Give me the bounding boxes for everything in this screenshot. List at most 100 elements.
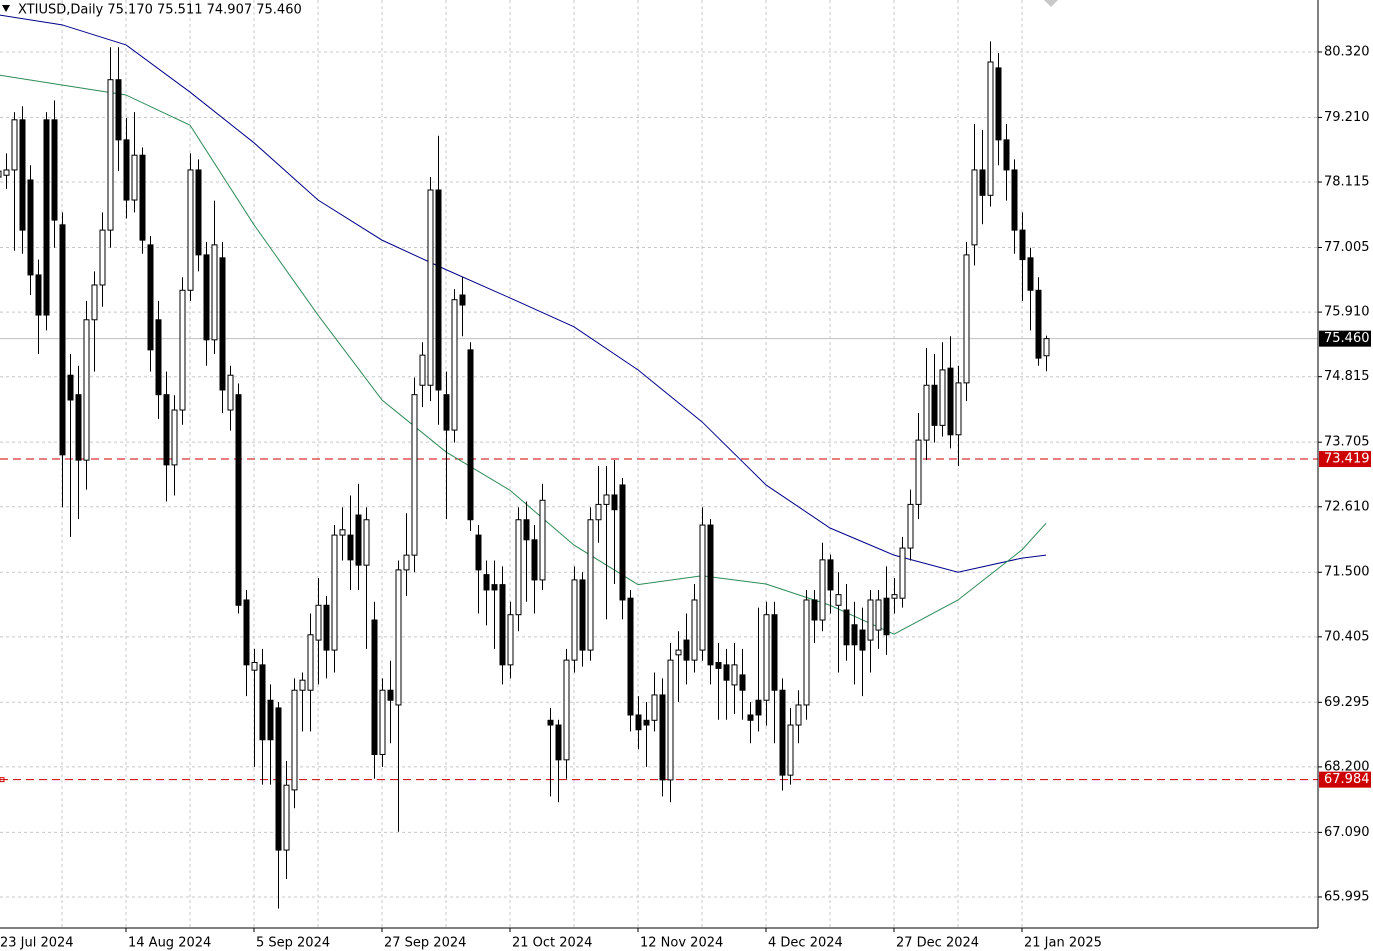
candle-body <box>35 274 42 316</box>
candle-body <box>579 579 586 651</box>
candle-body <box>491 584 498 591</box>
candle-body <box>587 519 594 651</box>
candle-body <box>315 604 322 641</box>
candle-body <box>163 394 170 466</box>
candle-body <box>235 394 242 606</box>
candle-body <box>675 649 682 656</box>
candle-body <box>787 724 794 776</box>
candle-body <box>339 529 346 536</box>
candle-body <box>275 707 282 851</box>
y-tick-label: 65.995 <box>1324 889 1370 904</box>
candle-body <box>395 569 402 706</box>
candle-body <box>27 179 34 276</box>
candle-body <box>755 699 762 716</box>
candle-body <box>987 61 994 196</box>
candle-body <box>563 659 570 761</box>
candle-body <box>1035 289 1042 359</box>
candle-body <box>107 79 114 231</box>
candle-body <box>627 597 634 716</box>
candle-body <box>859 629 866 651</box>
candles <box>0 41 1050 909</box>
candle-body <box>363 519 370 566</box>
candle-body <box>403 554 410 571</box>
y-tick-label: 74.815 <box>1324 369 1370 384</box>
candle-body <box>43 119 50 316</box>
candle-body <box>947 367 954 436</box>
candle-body <box>499 584 506 666</box>
candle-body <box>155 319 162 396</box>
candle-body <box>539 499 546 581</box>
candle-body <box>299 679 306 691</box>
candle-body <box>451 299 458 431</box>
candle-body <box>571 579 578 661</box>
candle-body <box>323 604 330 651</box>
candle-body <box>379 689 386 756</box>
candle-body <box>371 619 378 756</box>
candle-body <box>219 257 226 391</box>
candle-body <box>899 547 906 599</box>
y-tick-label: 77.005 <box>1324 240 1370 255</box>
x-tick-label: 21 Oct 2024 <box>512 936 592 951</box>
y-tick-label: 67.090 <box>1324 825 1370 840</box>
level-anchor <box>0 777 5 783</box>
candle-body <box>123 139 130 201</box>
candle-body <box>931 384 938 426</box>
candle-body <box>707 524 714 666</box>
candle-body <box>467 349 474 521</box>
candle-body <box>659 694 666 781</box>
candle-body <box>243 599 250 666</box>
candle-body <box>459 294 466 306</box>
y-tick-label: 69.295 <box>1324 695 1370 710</box>
candle-body <box>611 494 618 511</box>
menu-triangle[interactable] <box>2 5 10 12</box>
candle-body <box>523 519 530 541</box>
candle-body <box>651 694 658 721</box>
candle-body <box>531 539 538 581</box>
y-tick-label: 79.210 <box>1324 110 1370 125</box>
candle-body <box>259 664 266 741</box>
x-tick-label: 23 Jul 2024 <box>0 936 74 951</box>
candle-body <box>67 374 74 401</box>
candle-body <box>619 484 626 601</box>
candle-body <box>699 524 706 651</box>
candle-body <box>683 639 690 661</box>
candle-body <box>811 599 818 621</box>
candle-body <box>307 634 314 691</box>
candle-body <box>139 154 146 241</box>
y-tick-label: 70.405 <box>1324 629 1370 644</box>
candle-body <box>731 664 738 686</box>
candle-body <box>763 614 770 701</box>
y-tick-label: 75.910 <box>1324 305 1370 320</box>
candle-body <box>331 534 338 651</box>
x-tick-label: 4 Dec 2024 <box>768 936 843 951</box>
candle-body <box>851 624 858 646</box>
y-tick-label: 72.610 <box>1324 499 1370 514</box>
candle-body <box>51 119 58 221</box>
candle-body <box>59 224 66 456</box>
candle-body <box>747 714 754 721</box>
candle-body <box>555 724 562 761</box>
candle-body <box>915 439 922 505</box>
y-tick-label: 80.320 <box>1324 44 1370 59</box>
candle-body <box>963 254 970 384</box>
candle-body <box>875 599 882 631</box>
axes: 80.320 79.210 78.115 77.005 75.910 74.815 73.7… <box>0 44 1371 951</box>
candle-body <box>723 664 730 681</box>
candle-body <box>203 254 210 341</box>
candle-body <box>835 594 842 606</box>
candle-body <box>643 719 650 726</box>
level-label: 67.984 <box>1324 772 1370 787</box>
candle-body <box>923 384 930 441</box>
candle-body <box>995 67 1002 141</box>
candle-body <box>443 394 450 431</box>
x-tick-label: 12 Nov 2024 <box>640 936 723 951</box>
grid <box>0 0 1318 928</box>
y-tick-label: 78.115 <box>1324 175 1370 190</box>
candle-body <box>667 659 674 781</box>
scroll-marker <box>1044 0 1058 7</box>
level-label: 73.419 <box>1324 452 1370 467</box>
candle-body <box>83 319 90 461</box>
